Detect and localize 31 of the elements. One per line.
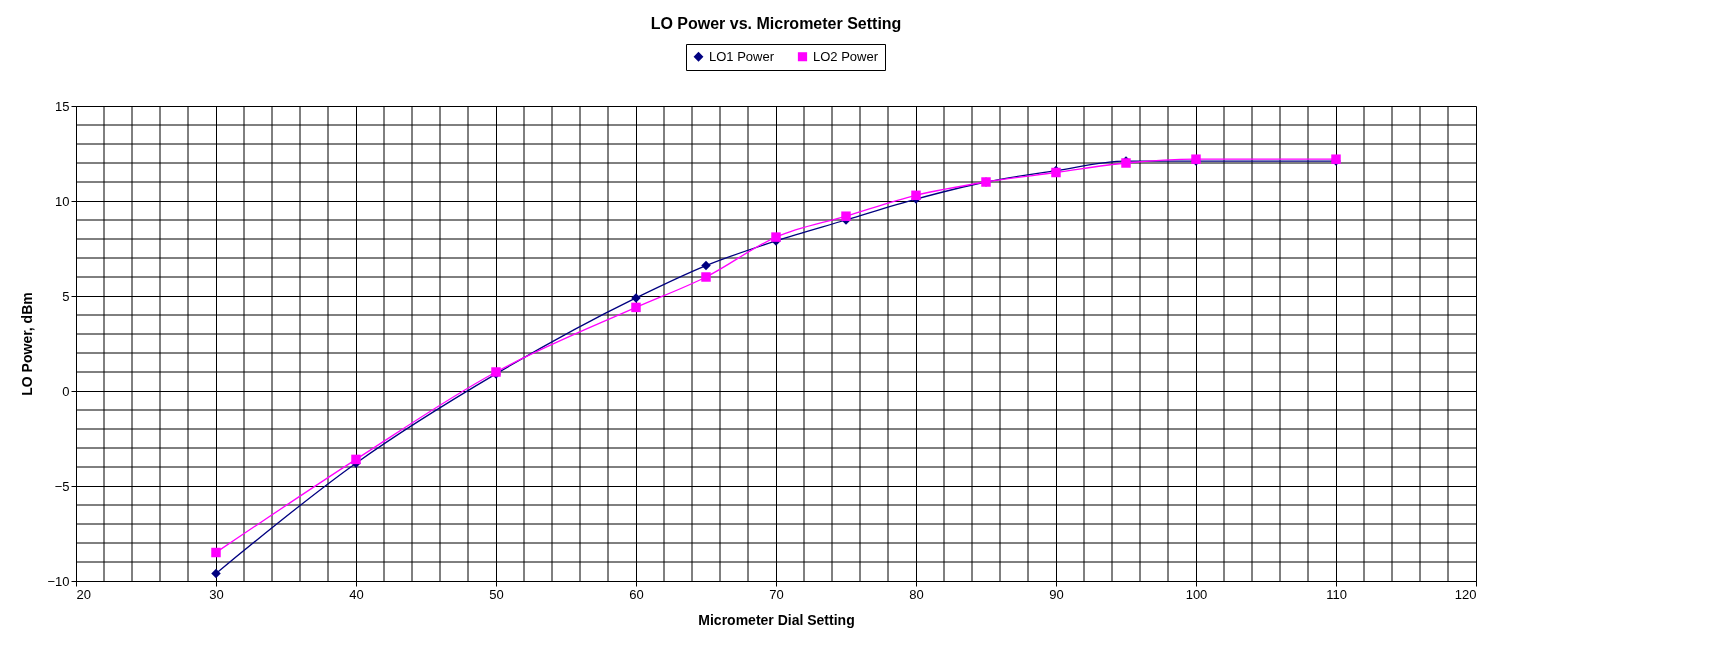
y-tick-label: 0 — [62, 383, 70, 399]
x-tick-label: 100 — [1185, 586, 1208, 602]
x-tick-label: 70 — [769, 586, 784, 602]
point — [211, 547, 221, 558]
legend-label: LO2 Power — [813, 48, 879, 64]
x-tick-label: 50 — [489, 586, 504, 602]
chart-title: LO Power vs. Micrometer Setting — [650, 14, 902, 32]
point — [211, 568, 221, 579]
legend-label: LO1 Power — [709, 48, 775, 64]
x-tick-label: 30 — [209, 586, 224, 602]
x-tick-label: 60 — [629, 586, 644, 602]
x-tick-label: 40 — [349, 586, 364, 602]
point — [631, 302, 641, 313]
x-tick-label: 20 — [76, 586, 91, 602]
y-tick-label: 10 — [55, 193, 70, 209]
x-tick-label: 110 — [1326, 586, 1347, 602]
point — [701, 260, 711, 271]
y-axis-title: LO Power, dBm — [19, 292, 36, 396]
point — [771, 232, 781, 242]
x-tick-label: 120 — [1454, 586, 1477, 602]
y-tick-label: 5 — [62, 288, 70, 304]
x-tick-label: 80 — [909, 586, 924, 602]
x-tick-label: 90 — [1049, 586, 1064, 602]
point — [841, 211, 851, 221]
point — [911, 190, 921, 201]
point — [701, 272, 711, 282]
y-tick-label: 15 — [55, 98, 70, 114]
y-tick-label: −5 — [54, 478, 70, 494]
y-tick-label: −10 — [47, 573, 70, 589]
point — [351, 454, 361, 465]
x-axis-title: Micrometer Dial Setting — [698, 611, 855, 628]
